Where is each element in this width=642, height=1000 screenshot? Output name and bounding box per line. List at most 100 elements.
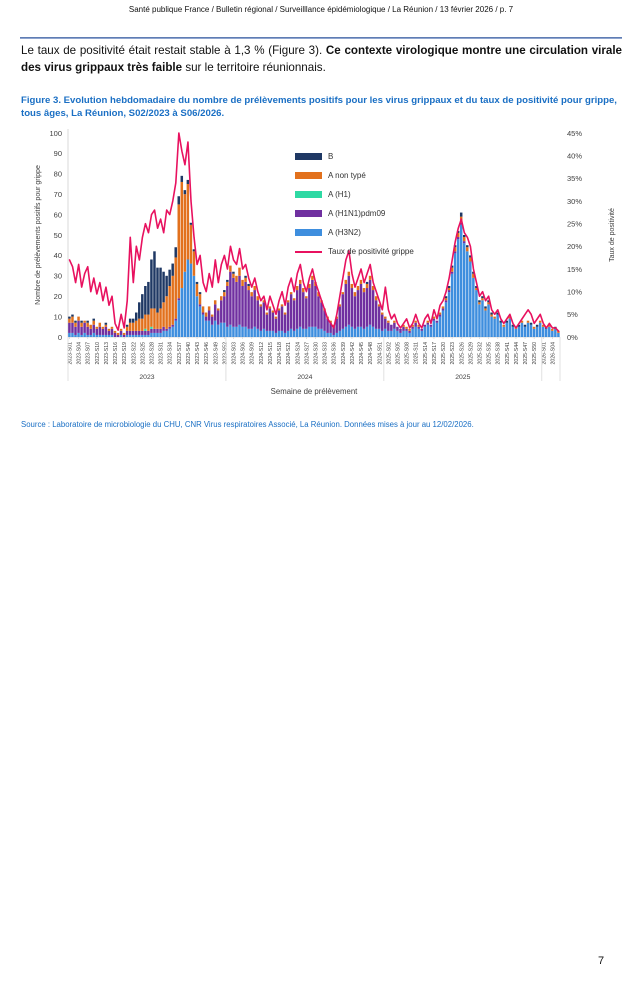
bar-segment [447, 292, 451, 337]
x-axis-title: Semaine de prélèvement [271, 387, 359, 396]
bar-segment [526, 320, 530, 323]
x-tick-label: 2025-S17 [432, 342, 438, 365]
bar-segment [131, 322, 135, 331]
legend-color-swatch [295, 210, 322, 217]
bar-segment [250, 296, 253, 329]
bar-segment [393, 328, 396, 337]
bar-segment [226, 326, 229, 337]
bar-segment [153, 332, 156, 337]
bar-segment [490, 312, 493, 315]
bar-segment [365, 283, 369, 289]
bar-segment [453, 253, 457, 337]
bar-segment [71, 332, 74, 337]
bar-segment [523, 326, 527, 337]
bar-segment [262, 328, 266, 337]
bar-segment [265, 312, 269, 315]
bar-segment [186, 184, 190, 260]
bar-segment [362, 292, 366, 329]
bar-segment [71, 322, 74, 333]
bar-segment [475, 286, 478, 289]
bar-segment [308, 283, 311, 289]
bar-segment [520, 322, 524, 337]
x-tick-label: 2025-S47 [523, 342, 529, 365]
year-label: 2025 [455, 374, 470, 381]
bar-segment [68, 316, 71, 319]
bar-segment [484, 310, 487, 337]
bar-segment [517, 326, 521, 337]
bar-segment [259, 330, 262, 337]
bar-segment [162, 330, 165, 337]
bar-segment [323, 330, 326, 337]
y-right-tick-label: 40% [567, 151, 582, 160]
bar-segment [447, 286, 451, 289]
bar-segment [131, 334, 135, 337]
y-right-tick-label: 0% [567, 333, 578, 342]
x-tick-label: 2023-S01 [68, 342, 74, 365]
y-left-tick-label: 50 [54, 231, 62, 240]
bar-segment [405, 330, 408, 337]
bar-segment [353, 328, 357, 337]
bar-segment [189, 224, 193, 264]
bar-segment [138, 330, 141, 335]
bar-segment [405, 328, 408, 331]
bar-segment [466, 251, 469, 337]
y-left-tick-label: 10 [54, 312, 62, 321]
bar-segment [466, 245, 469, 248]
bar-segment [98, 322, 102, 327]
legend-color-swatch [295, 153, 322, 160]
y-left-tick-label: 90 [54, 149, 62, 158]
bar-segment [505, 322, 508, 337]
x-tick-label: 2024-S36 [332, 342, 338, 365]
bar-segment [511, 324, 515, 327]
bar-segment [438, 316, 442, 337]
bar-segment [89, 328, 92, 335]
bar-segment [247, 290, 250, 329]
bar-segment [223, 290, 226, 293]
bar-segment [365, 326, 369, 337]
bar-segment [274, 332, 278, 337]
bar-segment [356, 286, 360, 291]
legend-item: A (H1N1)pdm09 [295, 204, 414, 223]
bar-segment [380, 330, 384, 337]
bar-segment [280, 330, 284, 337]
y-right-axis-title: Taux de positivité [609, 208, 616, 262]
bar-segment [308, 288, 311, 327]
bar-segment [289, 292, 293, 295]
bar-segment [125, 324, 129, 327]
bar-segment [356, 326, 360, 337]
bar-segment [402, 326, 405, 331]
bar-segment [138, 302, 141, 319]
rate-line [68, 132, 560, 332]
legend-line-swatch [295, 250, 322, 253]
bar-segment [414, 320, 417, 323]
bar-segment [80, 326, 83, 335]
bar-segment [232, 277, 235, 327]
bar-segment [247, 283, 250, 286]
bar-segment [417, 324, 420, 327]
bar-segment [159, 328, 162, 333]
bar-segment [462, 243, 466, 337]
bar-segment [116, 334, 120, 337]
x-tick-label: 2024-S03 [232, 342, 238, 365]
bar-segment [377, 328, 381, 337]
bar-segment [235, 275, 238, 282]
bar-segment [150, 308, 153, 327]
bar-segment [232, 273, 235, 278]
bar-segment [544, 328, 548, 337]
bar-segment [469, 261, 472, 337]
bar-segment [535, 324, 539, 327]
bar-segment [89, 324, 92, 329]
x-tick-label: 2024-S51 [377, 342, 383, 365]
x-tick-label: 2023-S13 [104, 342, 110, 365]
bar-segment [128, 322, 132, 331]
bar-segment [144, 286, 147, 315]
bar-segment [420, 330, 423, 337]
bar-segment [174, 318, 177, 321]
bar-segment [438, 312, 442, 315]
bar-segment [411, 326, 414, 329]
bar-segment [80, 334, 83, 337]
bar-segment [557, 332, 560, 337]
bar-segment [229, 324, 232, 337]
bar-segment [74, 322, 77, 327]
bar-segment [241, 286, 244, 327]
